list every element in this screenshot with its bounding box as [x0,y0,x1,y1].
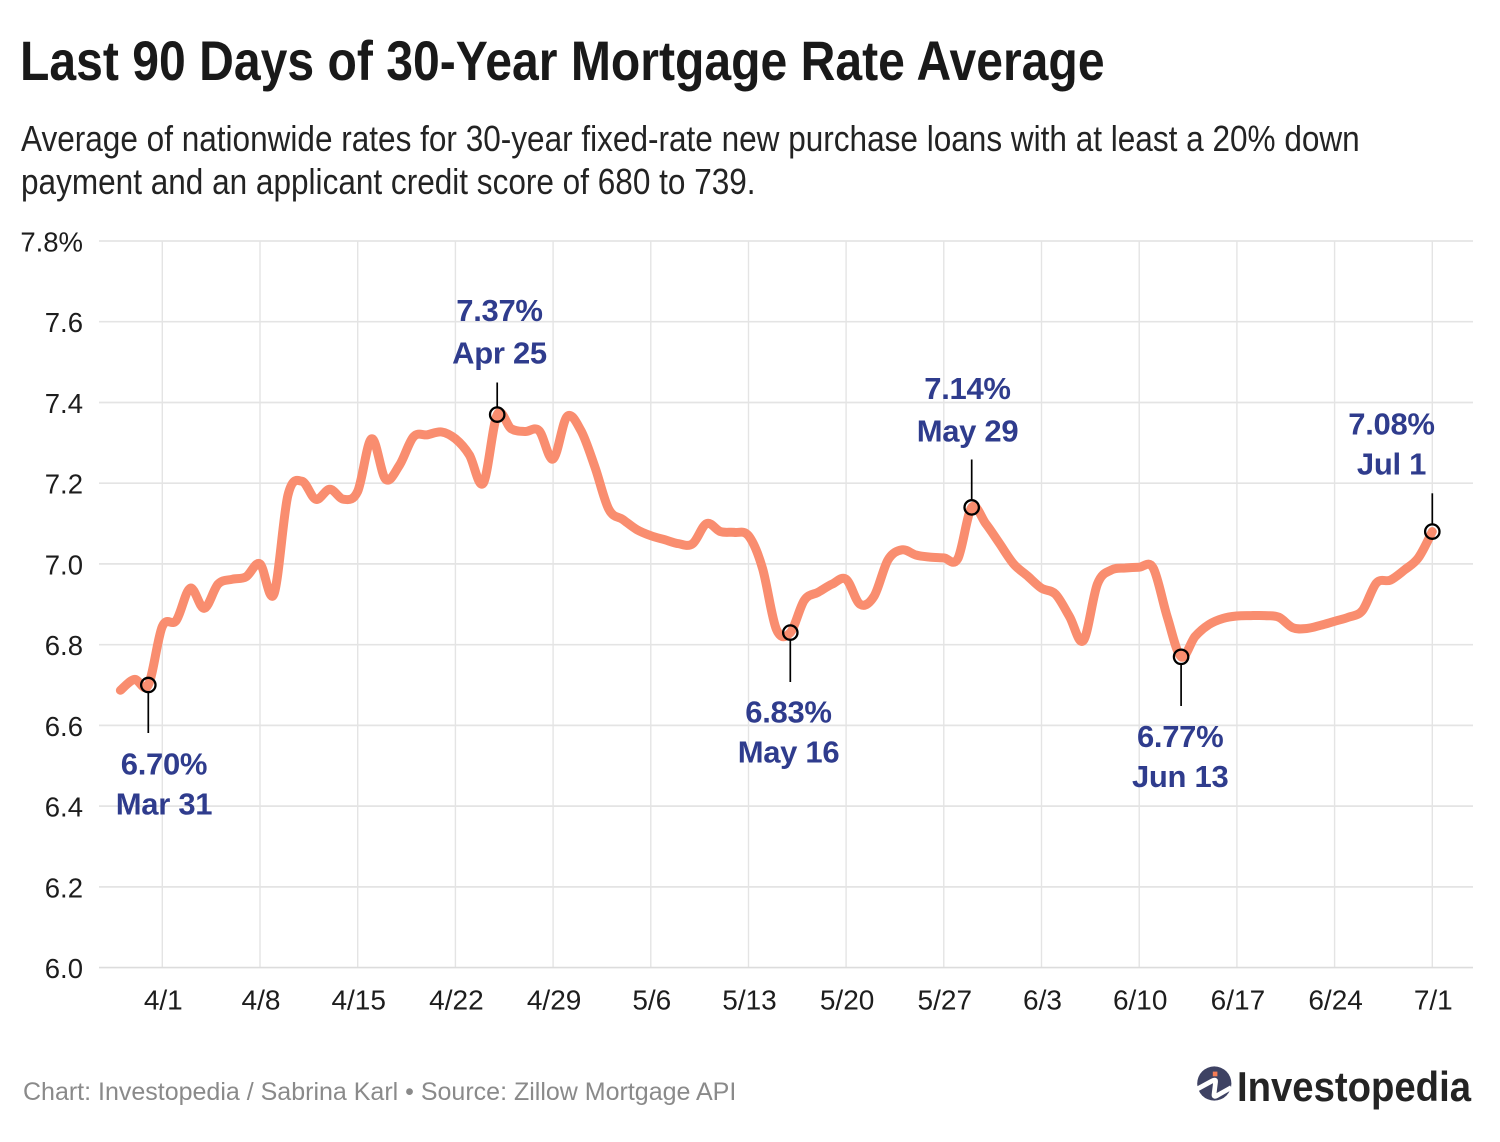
svg-text:4/29: 4/29 [527,985,582,1016]
svg-text:6/17: 6/17 [1211,985,1266,1016]
svg-text:Jul 1: Jul 1 [1357,447,1426,482]
svg-text:Apr 25: Apr 25 [452,335,547,370]
svg-text:6.4: 6.4 [45,792,83,823]
svg-text:7.8%: 7.8% [20,227,83,258]
svg-text:5/6: 5/6 [632,985,671,1016]
svg-text:5/20: 5/20 [820,985,875,1016]
svg-text:7.2: 7.2 [45,469,83,500]
svg-text:6.83%: 6.83% [745,695,831,730]
svg-text:4/1: 4/1 [144,985,183,1016]
svg-text:7.0: 7.0 [45,549,83,580]
svg-text:7.37%: 7.37% [456,293,542,328]
svg-text:6/24: 6/24 [1308,985,1363,1016]
svg-text:6/3: 6/3 [1023,985,1062,1016]
svg-text:4/22: 4/22 [429,985,484,1016]
svg-text:6.70%: 6.70% [121,747,207,782]
svg-text:7.4: 7.4 [45,388,83,419]
svg-text:5/13: 5/13 [722,985,777,1016]
svg-text:7.6: 7.6 [45,307,83,338]
svg-text:7/1: 7/1 [1414,985,1453,1016]
svg-text:6.77%: 6.77% [1137,719,1223,754]
svg-text:6.6: 6.6 [45,711,83,742]
svg-text:Jun 13: Jun 13 [1132,759,1228,794]
svg-text:4/8: 4/8 [242,985,281,1016]
svg-text:Mar 31: Mar 31 [116,787,212,822]
svg-text:6.0: 6.0 [45,953,83,984]
svg-text:6.8: 6.8 [45,630,83,661]
svg-text:6/10: 6/10 [1113,985,1168,1016]
svg-text:5/27: 5/27 [918,985,973,1016]
svg-text:7.14%: 7.14% [924,371,1010,406]
svg-text:4/15: 4/15 [331,985,386,1016]
svg-text:7.08%: 7.08% [1348,407,1434,442]
svg-text:May 16: May 16 [738,735,840,770]
svg-text:May 29: May 29 [917,414,1019,449]
svg-text:6.2: 6.2 [45,872,83,903]
